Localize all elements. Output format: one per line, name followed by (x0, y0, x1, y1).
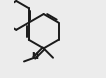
Text: N: N (31, 52, 38, 61)
